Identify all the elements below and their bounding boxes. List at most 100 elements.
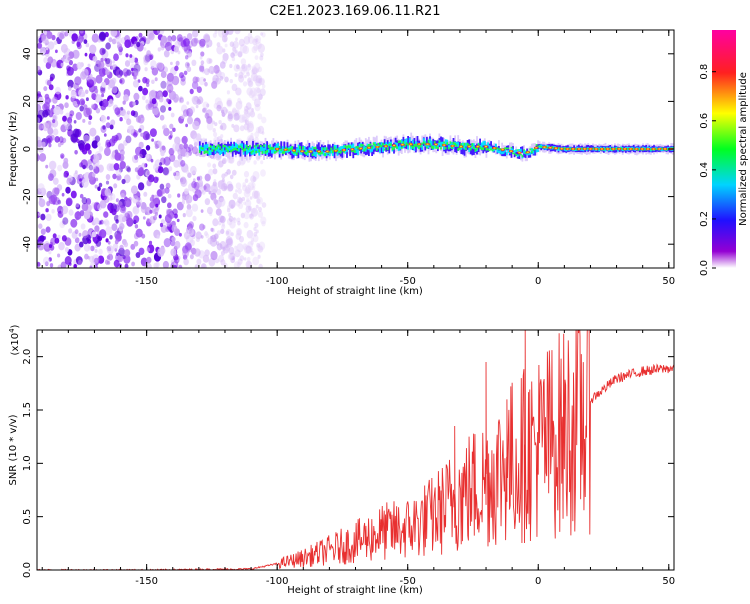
- ridge-green: [443, 141, 445, 144]
- ridge-green: [259, 144, 262, 147]
- heatmap-noise-blob: [255, 38, 259, 43]
- heatmap-noise-blob: [143, 191, 148, 197]
- heatmap-noise-blob: [85, 97, 89, 102]
- heatmap-noise-blob: [87, 246, 92, 251]
- heatmap-noise-blob: [69, 114, 73, 119]
- heatmap-noise-blob: [246, 256, 251, 262]
- heatmap-noise-blob: [190, 38, 198, 47]
- heatmap-noise-blob: [62, 115, 67, 122]
- heatmap-noise-blob: [119, 222, 125, 230]
- heatmap-noise-blob: [258, 94, 263, 100]
- heatmap-noise-blob: [214, 97, 222, 107]
- ridge-green: [505, 147, 508, 150]
- snr-panel: -150 -100 -50 0 50 0.0 0.5 1.0 1.5 2.0 Height of…: [8, 324, 675, 596]
- ridge-green: [393, 146, 395, 150]
- heatmap-noise-blob: [188, 228, 194, 236]
- heatmap-noise-blob: [255, 41, 262, 50]
- heatmap-noise-blob: [144, 67, 148, 72]
- heatmap-noise-blob: [156, 234, 160, 239]
- heatmap-noise-blob: [38, 198, 46, 208]
- heatmap-noise-blob: [66, 177, 72, 185]
- ridge-core-highlight: [292, 149, 296, 152]
- heatmap-noise-blob: [82, 134, 90, 144]
- heatmap-noise-blob: [154, 109, 161, 117]
- x-tick-label: 0: [535, 576, 541, 587]
- ridge-blue: [223, 143, 226, 153]
- ridge-green: [530, 151, 533, 154]
- heatmap-noise-blob: [133, 207, 138, 213]
- heatmap-noise-blob: [249, 87, 257, 97]
- heatmap-noise-blob: [104, 188, 112, 197]
- heatmap-noise-blob: [120, 106, 124, 111]
- ridge-core-highlight: [535, 147, 538, 149]
- ridge-green: [552, 147, 555, 150]
- ridge-green: [377, 143, 380, 145]
- ridge-halo: [421, 135, 424, 148]
- ridge-cyan: [493, 147, 496, 152]
- ridge-green: [211, 148, 214, 152]
- heatmap-noise-blob: [240, 69, 246, 75]
- heatmap-noise-blob: [116, 252, 119, 257]
- ridge-green: [574, 148, 577, 150]
- heatmap-noise-blob: [171, 75, 180, 86]
- ridge-cyan: [468, 146, 471, 153]
- ridge-green: [263, 144, 265, 147]
- heatmap-noise-blob: [231, 255, 235, 260]
- ridge-green: [213, 145, 215, 148]
- heatmap-noise-blob: [138, 128, 142, 133]
- heatmap-noise-blob: [169, 154, 176, 162]
- ridge-core-highlight: [276, 148, 279, 150]
- heatmap-noise-blob: [178, 264, 183, 268]
- heatmap-noise-blob: [101, 48, 107, 54]
- heatmap-noise-blob: [243, 36, 251, 45]
- ridge-green: [520, 153, 522, 156]
- heatmap-noise-blob: [113, 183, 118, 189]
- heatmap-noise-blob: [48, 250, 52, 255]
- ridge-core-highlight: [612, 148, 615, 150]
- heatmap-noise-blob: [180, 160, 186, 167]
- ridge-blue: [317, 142, 320, 154]
- heatmap-noise-blob: [45, 164, 49, 169]
- heatmap-noise-blob: [192, 120, 200, 130]
- heatmap-noise-blob: [145, 170, 151, 177]
- ridge-cyan: [306, 151, 309, 156]
- heatmap-noise-blob: [243, 108, 249, 115]
- ridge-cyan: [430, 140, 433, 146]
- heatmap-noise-blob: [182, 249, 190, 258]
- heatmap-noise-blob: [95, 239, 102, 247]
- heatmap-noise-blob: [76, 41, 81, 47]
- ridge-green: [463, 142, 466, 146]
- heatmap-noise-blob: [261, 116, 267, 124]
- heatmap-noise-blob: [135, 146, 143, 156]
- heatmap-noise-blob: [252, 256, 260, 266]
- spectrogram-x-ticks: -150 -100 -50 0 50: [41, 30, 675, 287]
- ridge-cyan: [350, 144, 353, 150]
- ridge-green: [430, 145, 433, 149]
- heatmap-noise-blob: [229, 220, 236, 229]
- heatmap-noise-blob: [256, 87, 261, 94]
- ridge-blue: [322, 145, 325, 155]
- ridge-green: [598, 148, 601, 150]
- ridge-cyan: [234, 142, 237, 149]
- ridge-green: [540, 146, 543, 148]
- heatmap-noise-blob: [201, 189, 206, 195]
- heatmap-noise-blob: [134, 224, 139, 229]
- ridge-cyan: [324, 147, 326, 152]
- ridge-green: [205, 150, 207, 153]
- heatmap-noise-blob: [42, 122, 50, 132]
- heatmap-noise-blob: [46, 79, 52, 86]
- ridge-core-highlight: [623, 148, 627, 150]
- heatmap-noise-blob: [140, 257, 148, 267]
- heatmap-noise-blob: [244, 119, 248, 124]
- heatmap-noise-blob: [145, 153, 150, 160]
- heatmap-noise-blob: [246, 197, 250, 203]
- ridge-blue: [383, 139, 386, 148]
- heatmap-noise-blob: [222, 157, 227, 164]
- ridge-blue: [366, 147, 369, 155]
- heatmap-noise-blob: [215, 258, 220, 264]
- heatmap-noise-blob: [47, 127, 54, 135]
- x-tick-label: -150: [135, 576, 158, 587]
- ridge-green: [660, 147, 663, 150]
- heatmap-noise-blob: [115, 198, 119, 203]
- heatmap-noise-blob: [146, 179, 152, 187]
